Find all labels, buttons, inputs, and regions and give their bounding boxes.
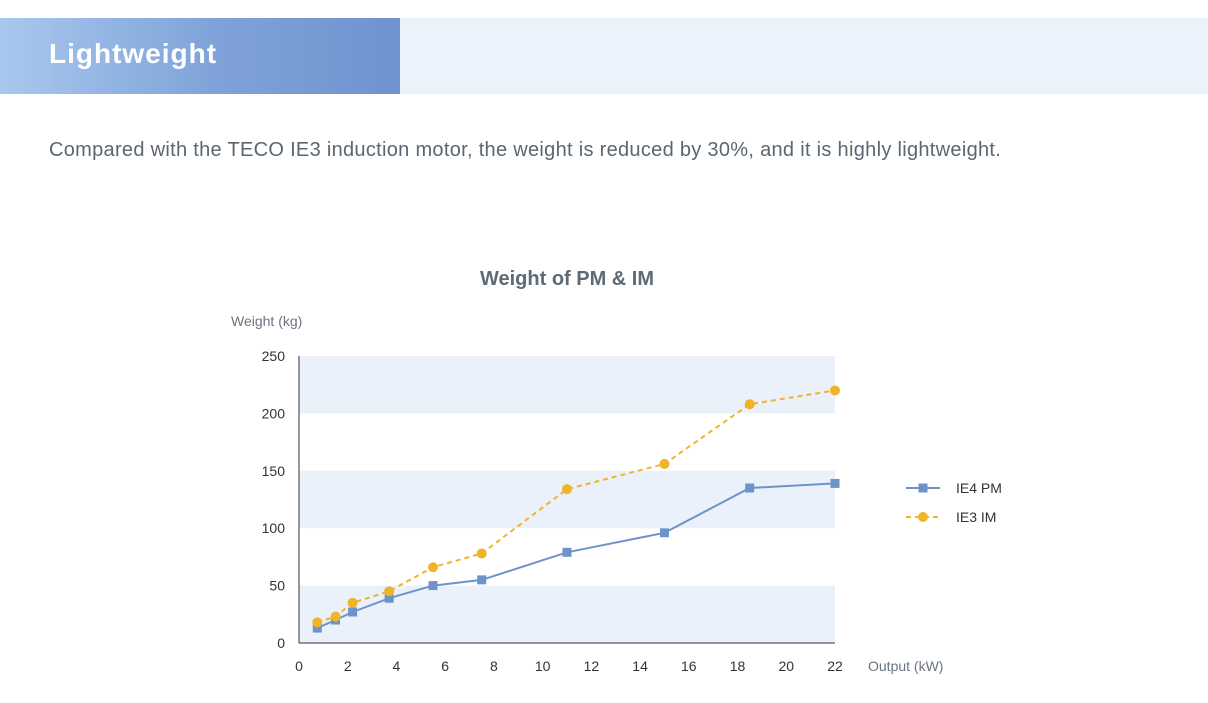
data-point-ie3-im	[562, 484, 572, 495]
x-tick-label: 6	[441, 658, 449, 674]
data-point-ie4-pm	[428, 581, 438, 591]
x-tick-label: 14	[632, 658, 648, 674]
data-point-ie4-pm	[477, 575, 487, 585]
legend-label: IE4 PM	[956, 480, 1002, 496]
section-banner: Lightweight	[0, 18, 1208, 94]
data-point-ie4-pm	[745, 483, 755, 493]
x-tick-label: 22	[827, 658, 843, 674]
y-tick-label: 250	[262, 348, 286, 364]
data-point-ie4-pm	[348, 607, 358, 617]
section-title-box: Lightweight	[0, 18, 400, 94]
y-tick-label: 100	[262, 520, 286, 536]
data-point-ie3-im	[330, 611, 341, 622]
data-point-ie4-pm	[312, 623, 322, 633]
data-point-ie4-pm	[830, 478, 840, 488]
x-tick-label: 8	[490, 658, 498, 674]
x-tick-label: 18	[730, 658, 746, 674]
legend-marker-circle	[918, 512, 928, 522]
series-line-ie4-pm	[316, 482, 836, 630]
data-point-ie4-pm	[562, 547, 572, 557]
data-point-ie4-pm	[384, 593, 394, 603]
y-tick-label: 0	[277, 635, 285, 651]
grid-band	[299, 470, 835, 529]
y-tick-label: 200	[262, 405, 286, 421]
x-tick-label: 2	[344, 658, 352, 674]
series-line-ie3-im	[317, 389, 836, 624]
chart-title: Weight of PM & IM	[480, 268, 654, 290]
legend-marker-square	[918, 483, 928, 493]
x-tick-label: 0	[295, 658, 303, 674]
data-point-ie3-im	[428, 562, 438, 573]
data-point-ie3-im	[384, 586, 395, 597]
x-tick-label: 12	[584, 658, 600, 674]
x-tick-label: 20	[778, 658, 794, 674]
data-point-ie4-pm	[659, 528, 669, 538]
x-tick-label: 4	[393, 658, 401, 674]
y-tick-label: 150	[262, 463, 286, 479]
legend-label: IE3 IM	[956, 509, 996, 525]
intro-text: Compared with the TECO IE3 induction mot…	[49, 139, 1002, 161]
section-title: Lightweight	[49, 38, 218, 69]
data-point-ie3-im	[830, 385, 840, 396]
x-tick-label: 10	[535, 658, 551, 674]
data-point-ie3-im	[744, 399, 755, 410]
data-point-ie3-im	[659, 458, 670, 469]
y-axis-label: Weight (kg)	[231, 313, 302, 329]
data-point-ie3-im	[312, 617, 323, 628]
y-tick-label: 50	[269, 578, 285, 594]
x-axis-label: Output (kW)	[868, 658, 943, 674]
grid-band	[299, 585, 835, 643]
x-tick-label: 16	[681, 658, 697, 674]
data-point-ie3-im	[347, 597, 358, 608]
data-point-ie3-im	[476, 548, 487, 559]
